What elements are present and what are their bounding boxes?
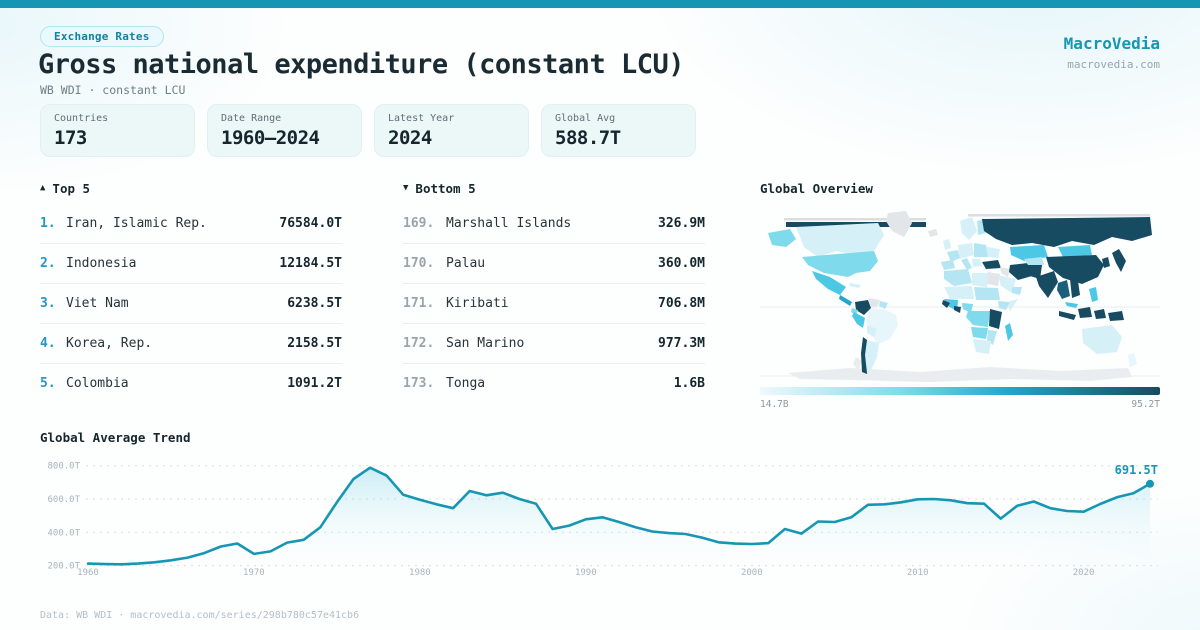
y-axis-tick-label: 800.0T (47, 462, 80, 472)
country-value: 360.0M (658, 256, 705, 271)
end-value-label: 691.5T (1115, 463, 1158, 477)
country-name: Viet Nam (66, 296, 129, 311)
country-value: 1091.2T (287, 376, 342, 391)
country-value: 977.3M (658, 336, 705, 351)
x-axis-tick-label: 2000 (741, 568, 763, 578)
footer-credit[interactable]: Data: WB WDI · macrovedia.com/series/298… (40, 610, 360, 621)
list-item: 5. Colombia 1091.2T (40, 363, 342, 403)
stat-value: 2024 (388, 127, 432, 149)
list-item: 172. San Marino 977.3M (403, 323, 705, 363)
country-name: Korea, Rep. (66, 336, 153, 351)
x-axis-tick-label: 2010 (907, 568, 929, 578)
trend-title: Global Average Trend (40, 430, 191, 445)
list-item: 3. Viet Nam 6238.5T (40, 283, 342, 323)
country-name: Palau (446, 256, 486, 271)
page-subtitle: WB WDI · constant LCU (40, 83, 186, 97)
country-name: Iran, Islamic Rep. (66, 215, 207, 231)
list-item: 1. Iran, Islamic Rep. 76584.0T (40, 203, 342, 243)
brand-block: MacroVedia macrovedia.com (1064, 34, 1160, 71)
list-item: 4. Korea, Rep. 2158.5T (40, 323, 342, 363)
trend-chart: 200.0T 400.0T 600.0T 800.0T 1960 1970 1980 1990… (47, 462, 1158, 578)
y-axis-tick-label: 600.0T (47, 495, 80, 505)
stat-label: Date Range (221, 113, 282, 124)
country-name: Indonesia (66, 256, 137, 271)
rank-label: 172. (403, 336, 435, 351)
country-value: 326.9M (658, 215, 705, 231)
rank-label: 1. (40, 215, 56, 231)
country-value: 76584.0T (279, 215, 342, 231)
x-axis-tick-label: 2020 (1073, 568, 1095, 578)
stat-label: Global Avg (555, 113, 616, 124)
country-value: 12184.5T (279, 256, 342, 271)
rank-label: 169. (403, 215, 435, 231)
trend-panel: Global Average Trend 200.0T 400.0T 600.0T 8… (40, 430, 1160, 579)
country-value: 1.6B (673, 376, 705, 391)
world-map (760, 211, 1160, 382)
legend-min-label: 14.7B (760, 399, 789, 410)
rank-label: 170. (403, 256, 435, 271)
end-point-dot (1146, 479, 1154, 488)
top5-list: 1. Iran, Islamic Rep. 76584.0T 2. Indone… (40, 203, 342, 403)
trend-area (88, 467, 1150, 568)
stat-value: 173 (54, 127, 87, 149)
y-axis-tick-label: 200.0T (47, 562, 80, 572)
stat-label: Latest Year (388, 113, 455, 124)
down-triangle-icon: ▼ (403, 182, 409, 193)
brand-domain[interactable]: macrovedia.com (1067, 58, 1160, 71)
legend-max-label: 95.2T (1131, 399, 1160, 410)
stat-value: 588.7T (555, 127, 621, 149)
x-axis-tick-label: 1990 (575, 568, 597, 578)
map-legend-gradient (760, 387, 1160, 395)
x-axis-tick-label: 1960 (77, 568, 99, 578)
country-name: San Marino (446, 336, 525, 351)
stat-card-date-range: Date Range 1960—2024 (207, 104, 362, 157)
stat-value: 1960—2024 (221, 127, 320, 149)
stat-label: Countries (54, 113, 109, 124)
stat-cards: Countries 173 Date Range 1960—2024 Lates… (40, 104, 696, 157)
rank-label: 5. (40, 376, 56, 391)
stat-card-countries: Countries 173 (40, 104, 195, 157)
map-panel: Global Overview (760, 181, 1160, 410)
top5-panel: ▲ Top 5 1. Iran, Islamic Rep. 76584.0T 2… (40, 181, 342, 403)
top5-title: Top 5 (52, 181, 91, 196)
stat-card-global-avg: Global Avg 588.7T (541, 104, 696, 157)
bottom5-panel: ▼ Bottom 5 169. Marshall Islands 326.9M … (403, 181, 705, 403)
map-header: Global Overview (760, 181, 1160, 196)
country-name: Colombia (66, 376, 129, 391)
top5-header: ▲ Top 5 (40, 181, 342, 196)
y-axis-tick-label: 400.0T (47, 528, 80, 538)
list-item: 173. Tonga 1.6B (403, 363, 705, 403)
list-item: 169. Marshall Islands 326.9M (403, 203, 705, 243)
rank-label: 173. (403, 376, 435, 391)
rank-label: 3. (40, 296, 56, 311)
country-value: 6238.5T (287, 296, 342, 311)
stat-card-latest-year: Latest Year 2024 (374, 104, 529, 157)
rank-label: 171. (403, 296, 435, 311)
bottom5-title: Bottom 5 (415, 181, 476, 196)
country-name: Tonga (446, 376, 486, 391)
list-item: 170. Palau 360.0M (403, 243, 705, 283)
x-axis-tick-label: 1970 (243, 568, 265, 578)
list-item: 171. Kiribati 706.8M (403, 283, 705, 323)
country-value: 706.8M (658, 296, 705, 311)
trend-line (86, 466, 1152, 566)
x-axis-tick-label: 1980 (409, 568, 431, 578)
country-name: Kiribati (446, 296, 509, 311)
up-triangle-icon: ▲ (40, 182, 46, 193)
rank-label: 4. (40, 336, 56, 351)
list-item: 2. Indonesia 12184.5T (40, 243, 342, 283)
brand-name[interactable]: MacroVedia (1063, 34, 1160, 53)
trend-header: Global Average Trend (40, 430, 1160, 445)
country-value: 2158.5T (287, 336, 342, 351)
bottom5-list: 169. Marshall Islands 326.9M 170. Palau … (403, 203, 705, 403)
country-name: Marshall Islands (446, 215, 572, 231)
rank-label: 2. (40, 256, 56, 271)
map-title: Global Overview (760, 181, 873, 196)
top-accent-bar (0, 0, 1200, 8)
page-title: Gross national expenditure (constant LCU… (38, 49, 684, 80)
category-badge[interactable]: Exchange Rates (40, 26, 164, 47)
bottom5-header: ▼ Bottom 5 (403, 181, 705, 196)
